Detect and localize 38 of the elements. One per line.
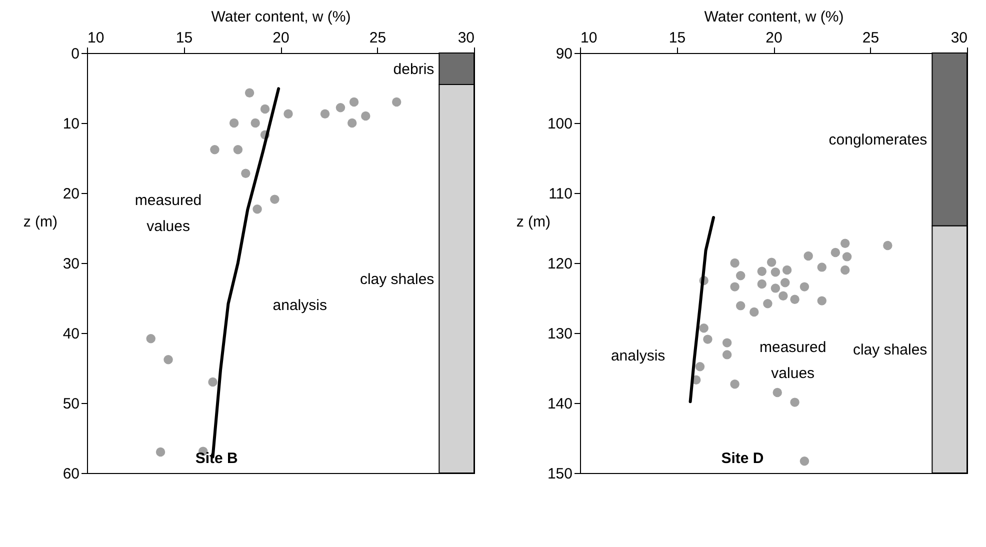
y-tick-label: 20	[62, 186, 80, 202]
x-tick-label: 10	[88, 30, 104, 46]
y-tick-label: 40	[62, 326, 80, 342]
y-tick-label: 60	[62, 466, 80, 482]
y-tick-label: 140	[547, 396, 572, 412]
x-tick-label: 15	[668, 30, 686, 46]
text: Site D	[721, 450, 764, 467]
band-label: debris	[393, 60, 434, 78]
band-label: clay shales	[360, 270, 434, 288]
annotation: measured values	[134, 192, 202, 235]
y-tick-label: 50	[62, 396, 80, 412]
annotation: analysis	[272, 297, 327, 314]
x-tick-label: 25	[369, 30, 386, 46]
annotation: analysis	[610, 347, 666, 364]
y-tick-label: 30	[62, 256, 80, 272]
y-tick-label: 10	[62, 116, 80, 132]
y-axis-title: z (m)	[23, 214, 58, 230]
y-tick-label: 130	[547, 326, 572, 342]
y-tick-label: 110	[548, 186, 572, 202]
y-tick-label: 100	[547, 116, 572, 132]
line-series	[688, 216, 716, 404]
x-tick-label: 25	[862, 30, 880, 46]
annotation: measured values	[760, 339, 826, 382]
x-tick-label: 15	[176, 30, 193, 46]
x-tick-label: 30	[950, 30, 968, 46]
y-tick-label: 90	[556, 46, 572, 62]
y-tick-label: 120	[547, 256, 572, 272]
x-tick-label: 20	[272, 30, 290, 46]
x-tick-label: 10	[580, 30, 598, 46]
band-label: conglomerates	[828, 131, 928, 148]
y-tick-label: 150	[547, 466, 572, 482]
x-axis-title: Water content, w (%)	[211, 8, 351, 26]
x-tick-label: 20	[766, 30, 782, 46]
y-tick-label: 0	[71, 46, 80, 62]
band-label: clay shales	[852, 341, 928, 358]
x-axis-title: Water content, w (%)	[704, 8, 844, 26]
x-tick-label: 30	[458, 30, 474, 46]
y-axis-title: z (m)	[516, 214, 550, 230]
